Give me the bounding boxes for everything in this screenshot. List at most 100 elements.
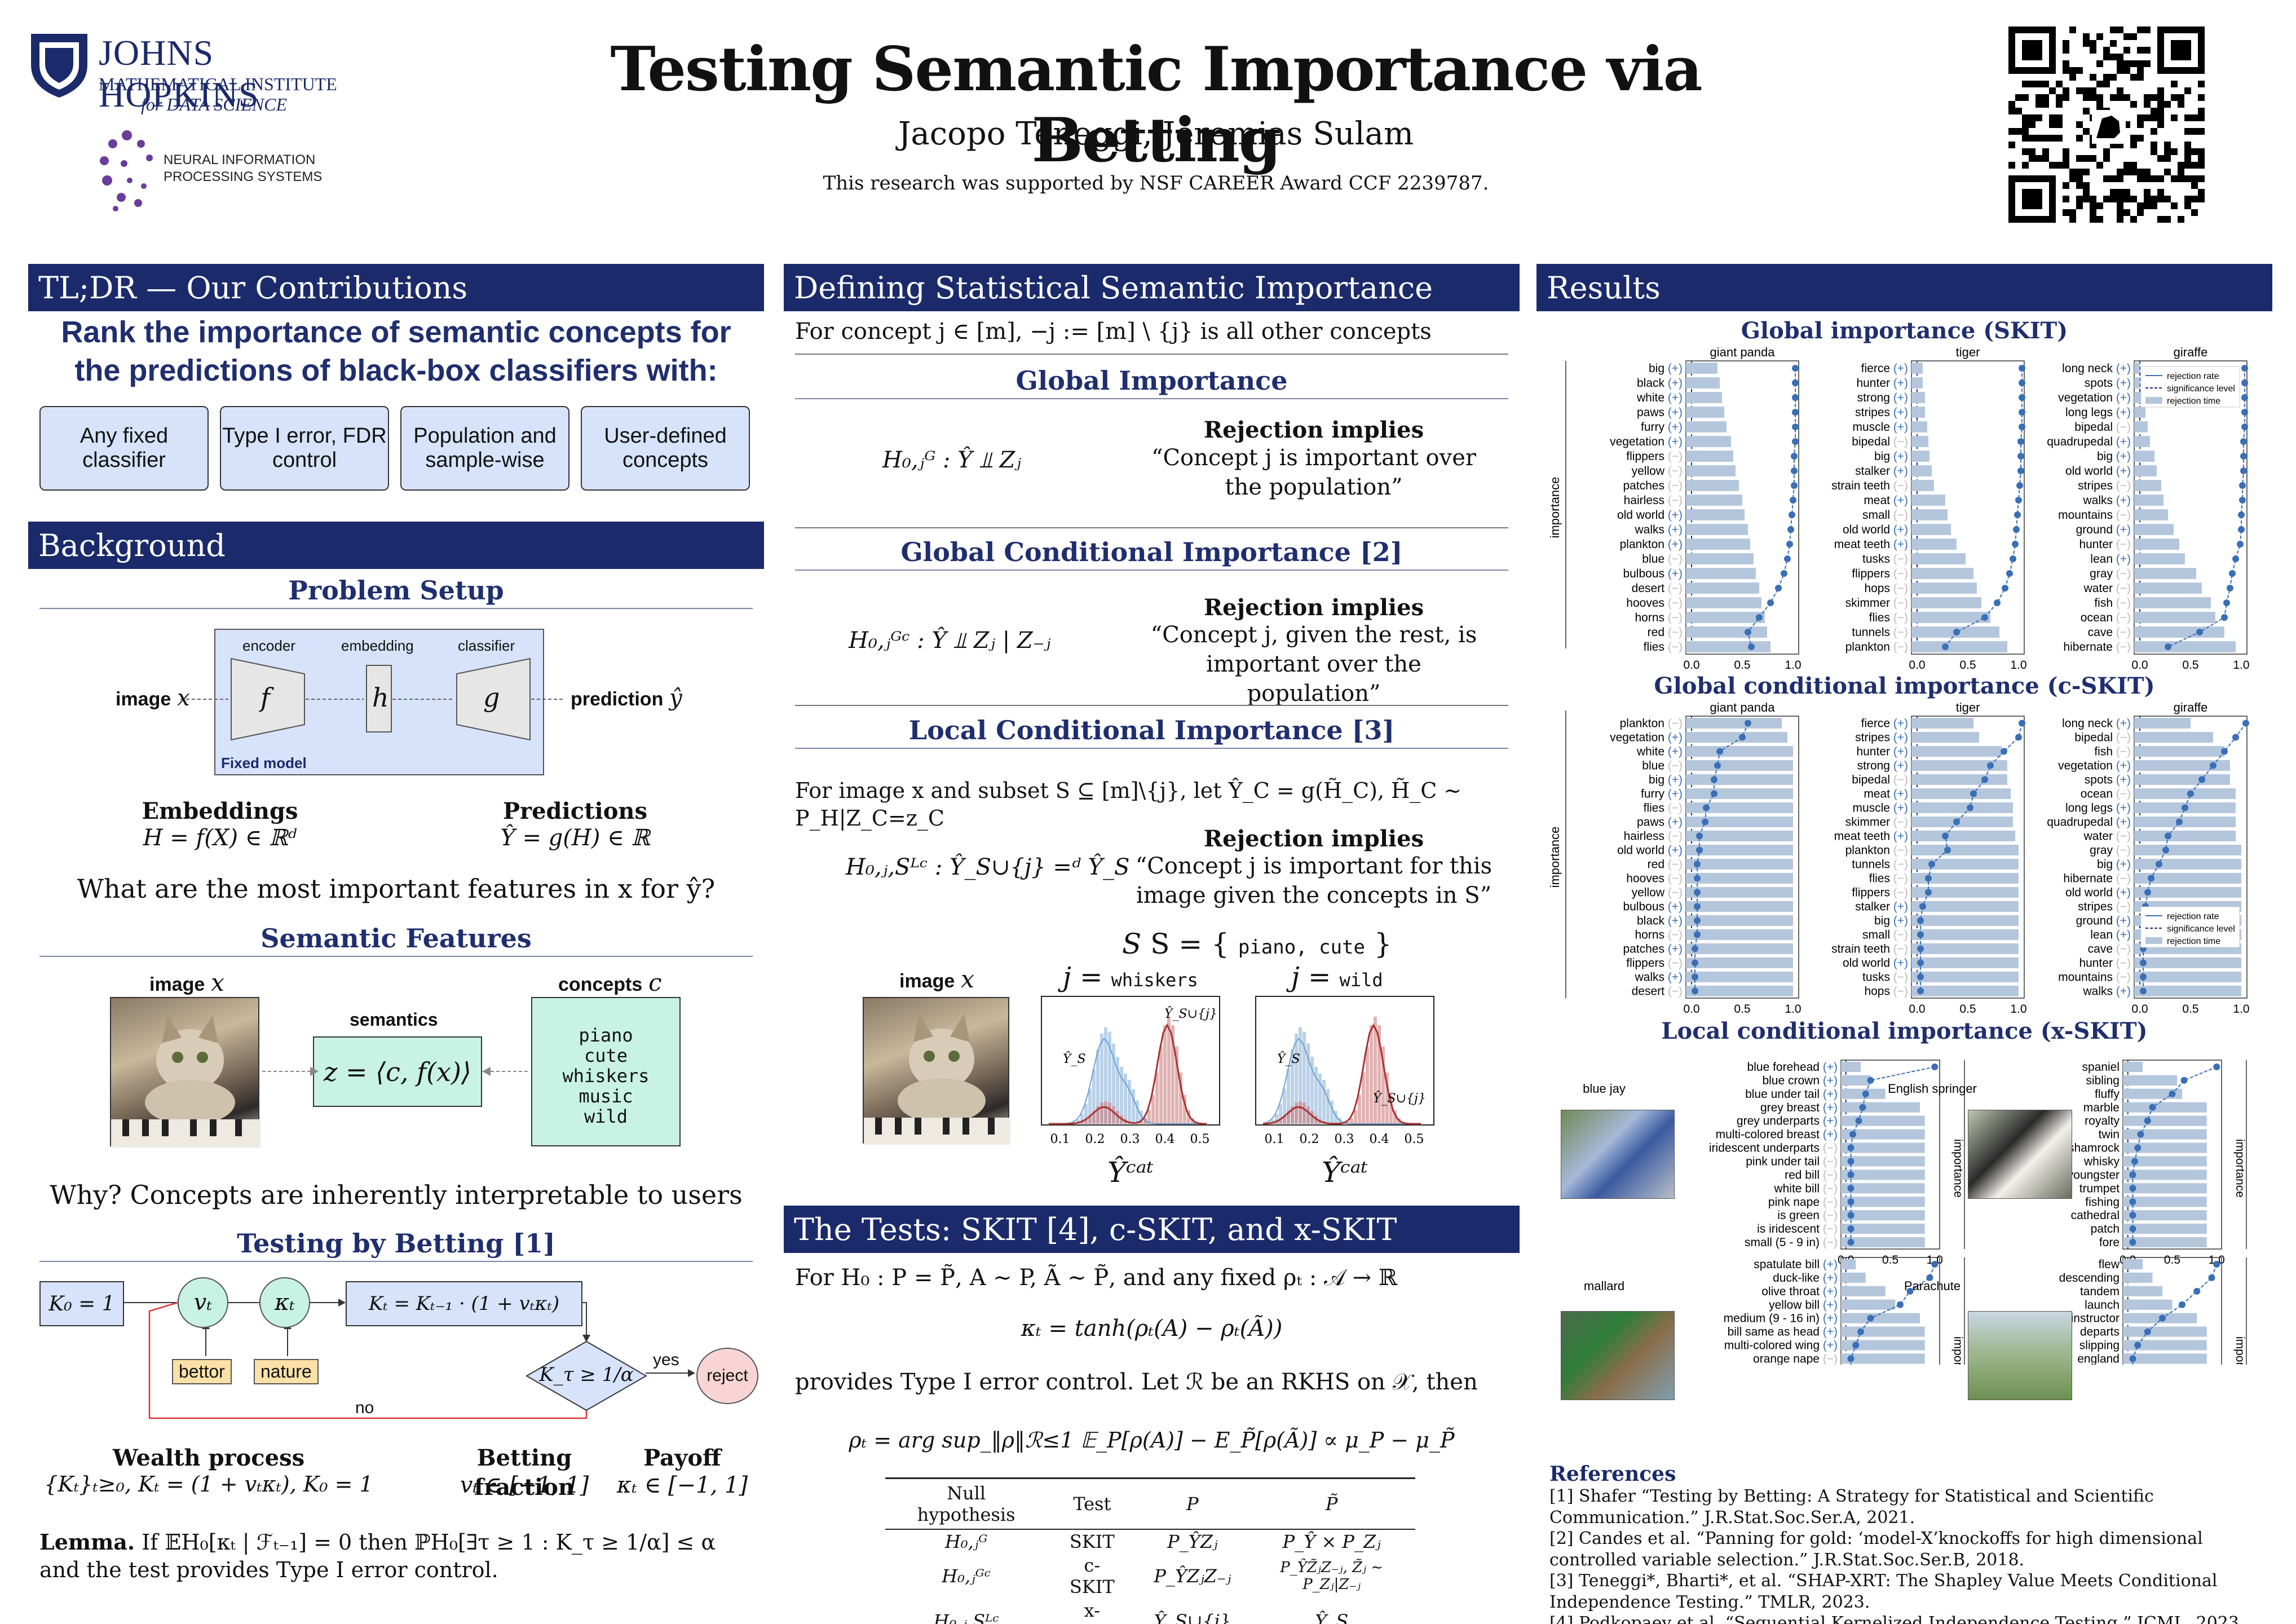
qr-module bbox=[2157, 94, 2164, 101]
qr-module bbox=[2117, 27, 2123, 33]
chart-sign-label: (+) bbox=[1823, 1128, 1838, 1141]
chart-sign-label: (+) bbox=[1668, 745, 1683, 758]
chart-category-label: flippers bbox=[1626, 957, 1664, 970]
chart-point bbox=[1862, 1090, 1869, 1097]
chart-category-label: flies bbox=[1644, 641, 1664, 654]
chart-point bbox=[2159, 1314, 2166, 1322]
importance-axis-label: importance bbox=[1951, 1336, 1964, 1365]
chart-point bbox=[2149, 1104, 2156, 1111]
shield-icon bbox=[31, 34, 87, 98]
chart-bar bbox=[1911, 873, 2019, 884]
contribution-box-2: Type I error, FDR control bbox=[220, 406, 389, 491]
chart-sign-label: (−) bbox=[1668, 760, 1683, 773]
chart-point bbox=[2015, 497, 2022, 504]
hist-curve-blue bbox=[1048, 1038, 1207, 1124]
chart-bar bbox=[1911, 495, 1945, 506]
chart-category-label: old world bbox=[2065, 465, 2113, 478]
chart-category-label: quadrupedal bbox=[2047, 435, 2113, 448]
qr-module bbox=[2096, 33, 2103, 40]
importance-axis-label: importance bbox=[2233, 1139, 2246, 1198]
chart-point bbox=[1906, 1287, 1914, 1295]
qr-module bbox=[2157, 175, 2164, 182]
chart-category-label: walks bbox=[1634, 523, 1664, 536]
qr-module bbox=[2123, 209, 2130, 216]
chart-point bbox=[2241, 365, 2248, 372]
chart-bar bbox=[2123, 1340, 2207, 1351]
chart-sign-label: (−) bbox=[1893, 886, 1908, 899]
hist-bar-red bbox=[1100, 1102, 1103, 1124]
qr-module bbox=[2178, 162, 2184, 169]
chart-bar bbox=[1911, 845, 2019, 855]
defining-heading: Defining Statistical Semantic Importance bbox=[784, 264, 1520, 311]
wealth-eq: {Kₜ}ₜ≥₀, Kₜ = (1 + vₜκₜ), K₀ = 1 bbox=[44, 1472, 373, 1497]
chart-point bbox=[1756, 614, 1763, 621]
chart-category-label: hunter bbox=[2079, 538, 2113, 551]
chart-bar bbox=[1686, 465, 1736, 476]
chart-tick-label: 0.5 bbox=[1959, 1003, 1976, 1016]
chart-bar bbox=[2134, 363, 2140, 374]
ycat-label-2: Ŷᶜᵃᵗ bbox=[1322, 1156, 1368, 1189]
sf-image-label: image x bbox=[149, 969, 224, 996]
divider bbox=[795, 527, 1508, 528]
chart-sign-label: (−) bbox=[2116, 788, 2131, 801]
chart-bar bbox=[2134, 495, 2163, 506]
hist-bar-blue bbox=[1088, 1088, 1092, 1124]
hist-tick-label: 0.5 bbox=[1190, 1132, 1210, 1146]
chart-point bbox=[2237, 541, 2244, 548]
chart-bar bbox=[1686, 612, 1765, 623]
chart-point bbox=[2017, 467, 2024, 474]
chart-category-label: spots bbox=[2085, 774, 2113, 787]
chart-point bbox=[2169, 1090, 2176, 1097]
chart-category-label: furry bbox=[1641, 421, 1665, 434]
qr-module bbox=[2036, 114, 2042, 121]
legend-label: rejection time bbox=[2167, 937, 2220, 946]
chart-sign-label: (+) bbox=[2116, 886, 2131, 899]
chart-point bbox=[2239, 497, 2246, 504]
semantics-label: semantics bbox=[350, 1009, 438, 1030]
chart-bar bbox=[1686, 957, 1793, 968]
chart-category-label: big bbox=[2097, 858, 2113, 871]
chart-category-label: yellow bbox=[1632, 886, 1665, 899]
table-cell: H₀,ⱼᴳ bbox=[944, 1531, 988, 1552]
qr-module bbox=[2198, 175, 2205, 182]
chart-category-label: is iridescent bbox=[1757, 1223, 1820, 1235]
qr-module bbox=[2144, 196, 2151, 202]
qr-module bbox=[2110, 54, 2117, 60]
chart-sign-label: (+) bbox=[1823, 1339, 1838, 1352]
qr-module bbox=[2198, 81, 2205, 87]
chart-point bbox=[1711, 790, 1717, 797]
funding-note: This research was supported by NSF CAREE… bbox=[823, 172, 1489, 195]
chart-bar bbox=[2123, 1237, 2207, 1248]
table-cell: P_ŶZⱼZ₋ⱼ bbox=[1154, 1565, 1231, 1587]
table-cell: c-SKIT bbox=[1069, 1555, 1115, 1597]
qr-code[interactable] bbox=[2007, 25, 2205, 223]
chart-title: giant panda bbox=[1710, 345, 1776, 359]
chart-category-label: twin bbox=[2099, 1128, 2120, 1141]
qr-module bbox=[2178, 175, 2184, 182]
qr-module bbox=[2117, 67, 2123, 74]
decision-diamond bbox=[525, 1340, 648, 1411]
hist-bar-red bbox=[1175, 1046, 1178, 1124]
chart-bar bbox=[1686, 582, 1759, 594]
chart-bar bbox=[2134, 451, 2154, 462]
chart-bar bbox=[1686, 718, 1782, 729]
chart-sign-label: (−) bbox=[1668, 479, 1683, 492]
wealth-head: Wealth process bbox=[112, 1445, 305, 1471]
qr-module bbox=[2157, 189, 2164, 196]
chart-sign-label: (+) bbox=[1668, 943, 1683, 956]
chart-category-label: hunter bbox=[1856, 377, 1890, 390]
chart-category-label: desert bbox=[1632, 582, 1665, 595]
chart-category-label: vegetation bbox=[1610, 435, 1664, 448]
qr-module bbox=[2191, 175, 2198, 182]
qr-finder bbox=[2171, 40, 2191, 60]
qr-module bbox=[2191, 182, 2198, 189]
background-heading: Background bbox=[28, 522, 764, 569]
reference-item: [3] Teneggi*, Bharti*, et al. “SHAP-XRT:… bbox=[1549, 1571, 2218, 1612]
predictions-eq: Ŷ = g(H) ∈ ℝ bbox=[500, 825, 650, 851]
dog-image-springer bbox=[1968, 1110, 2072, 1199]
qr-module bbox=[2151, 94, 2157, 101]
qr-module bbox=[2036, 94, 2042, 101]
chart-category-label: spatulate bill bbox=[1754, 1258, 1820, 1271]
qr-module bbox=[2171, 175, 2178, 182]
chart-point bbox=[1852, 1341, 1860, 1349]
